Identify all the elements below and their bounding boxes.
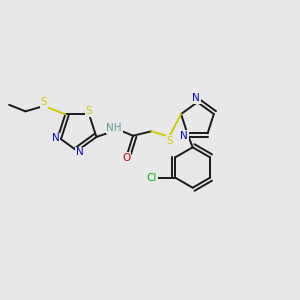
Text: NH: NH — [106, 123, 122, 133]
Text: O: O — [122, 153, 130, 163]
Text: N: N — [52, 134, 59, 143]
Text: S: S — [40, 97, 47, 107]
Text: N: N — [181, 131, 188, 141]
Text: N: N — [192, 93, 200, 103]
Text: N: N — [76, 147, 83, 158]
Text: S: S — [86, 106, 92, 116]
Text: S: S — [167, 136, 173, 146]
Text: Cl: Cl — [147, 172, 157, 183]
